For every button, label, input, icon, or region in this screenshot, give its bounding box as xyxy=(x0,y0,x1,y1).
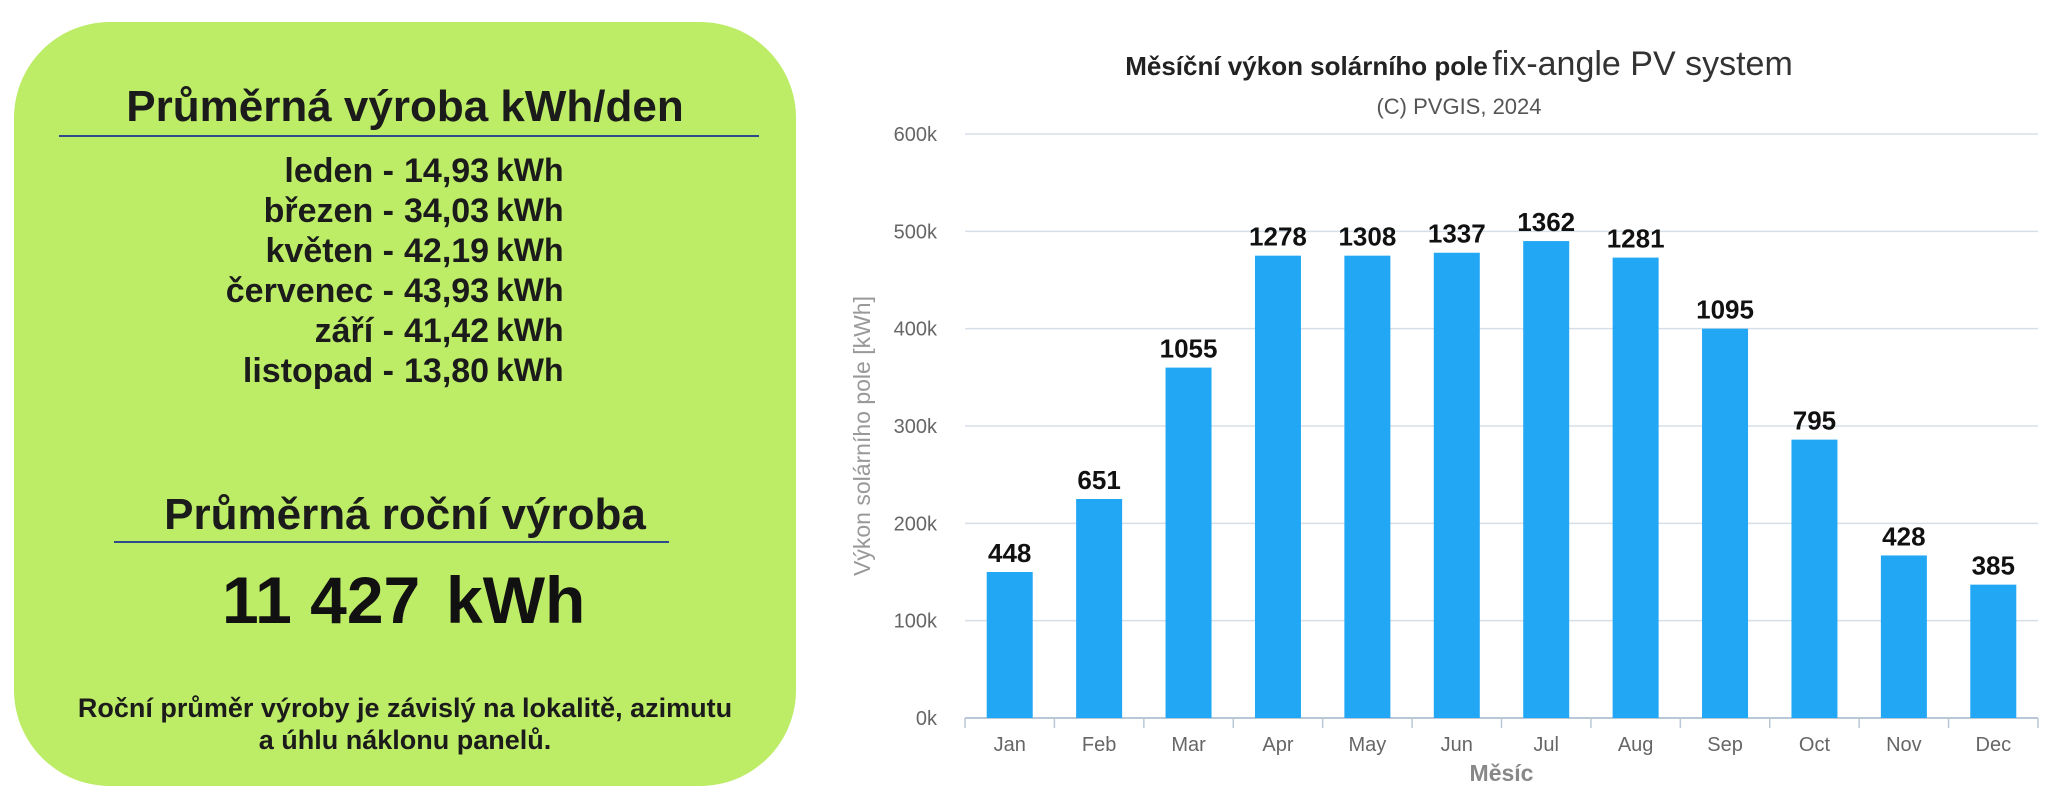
bar xyxy=(986,572,1033,718)
bar xyxy=(1880,555,1927,718)
row-value: 43,93 xyxy=(404,272,490,310)
bar xyxy=(1970,584,2017,718)
chart-subtitle: (C) PVGIS, 2024 xyxy=(1376,94,1542,119)
data-label: 428 xyxy=(1882,521,1925,551)
daily-production-card: Průměrná výroba kWh/den leden - 14,93 kW… xyxy=(14,22,796,786)
bar xyxy=(1702,328,1749,718)
row-month: květen - xyxy=(265,232,395,270)
row-month: červenec - xyxy=(225,272,394,310)
row-unit: kWh xyxy=(496,152,564,188)
row-value: 41,42 xyxy=(404,312,490,350)
row-value: 13,80 xyxy=(404,352,490,390)
bar xyxy=(1433,252,1480,718)
row-month: listopad - xyxy=(242,352,394,390)
row-value: 42,19 xyxy=(404,232,490,270)
note-line-2: a úhlu náklonu panelů. xyxy=(258,725,552,755)
production-note: Roční průměr výroby je závislý na lokali… xyxy=(34,692,776,756)
y-tick-label: 500k xyxy=(894,221,938,243)
y-tick-label: 300k xyxy=(894,416,938,438)
daily-row: březen - 34,03 kWh xyxy=(14,192,796,232)
bar xyxy=(1791,439,1838,718)
x-tick-label: Apr xyxy=(1262,734,1293,756)
chart-title: Měsíční výkon solárního pole fix-angle P… xyxy=(850,45,2068,84)
x-tick-label: Oct xyxy=(1799,734,1831,756)
bar xyxy=(1165,367,1212,718)
x-tick-label: May xyxy=(1348,734,1386,756)
x-tick-label: Nov xyxy=(1886,734,1922,756)
daily-row: červenec - 43,93 kWh xyxy=(14,272,796,312)
annual-total-value: 11 427 xyxy=(222,563,421,637)
x-tick-label: Aug xyxy=(1618,734,1654,756)
row-month: leden - xyxy=(284,152,394,190)
x-tick-label: Jan xyxy=(994,734,1026,756)
row-unit: kWh xyxy=(496,192,564,228)
bar xyxy=(1076,499,1123,718)
data-label: 385 xyxy=(1972,551,2015,581)
y-tick-label: 600k xyxy=(894,124,938,146)
data-label: 1055 xyxy=(1160,334,1218,364)
row-unit: kWh xyxy=(496,272,564,308)
chart-title-rest: fix-angle PV system xyxy=(1492,45,1793,83)
y-axis-title: Výkon solárního pole [kWh] xyxy=(849,296,875,576)
data-label: 795 xyxy=(1793,406,1836,436)
bar xyxy=(1254,255,1301,718)
annual-total-unit: kWh xyxy=(446,563,586,637)
data-label: 1281 xyxy=(1607,224,1665,254)
bar xyxy=(1344,255,1391,718)
x-tick-label: Jul xyxy=(1533,734,1559,756)
note-line-1: Roční průměr výroby je závislý na lokali… xyxy=(77,693,733,723)
x-tick-label: Dec xyxy=(1976,734,2012,756)
data-label: 1308 xyxy=(1338,222,1396,252)
y-tick-label: 0k xyxy=(916,708,938,730)
annual-divider xyxy=(114,541,669,543)
y-tick-label: 100k xyxy=(894,611,938,633)
data-label: 651 xyxy=(1077,465,1120,495)
daily-row: září - 41,42 kWh xyxy=(14,312,796,352)
x-tick-label: Mar xyxy=(1171,734,1206,756)
row-value: 14,93 xyxy=(404,152,490,190)
daily-heading: Průměrná výroba kWh/den xyxy=(126,82,684,131)
row-value: 34,03 xyxy=(404,192,490,230)
chart-title-bold: Měsíční výkon solárního pole xyxy=(1125,51,1488,81)
y-tick-label: 400k xyxy=(894,319,938,341)
row-unit: kWh xyxy=(496,312,564,348)
x-tick-label: Jun xyxy=(1441,734,1473,756)
annual-heading: Průměrná roční výroba xyxy=(164,490,646,539)
x-tick-label: Sep xyxy=(1707,734,1743,756)
x-axis-title: Měsíc xyxy=(1470,760,1534,786)
bar xyxy=(1612,257,1659,718)
row-unit: kWh xyxy=(496,352,564,388)
data-label: 1278 xyxy=(1249,222,1307,252)
data-label: 1362 xyxy=(1517,207,1575,237)
daily-row: květen - 42,19 kWh xyxy=(14,232,796,272)
y-tick-label: 200k xyxy=(894,513,938,535)
daily-row: leden - 14,93 kWh xyxy=(14,152,796,192)
bar xyxy=(1523,241,1570,719)
row-month: září - xyxy=(314,312,394,350)
row-month: březen - xyxy=(263,192,394,230)
data-label: 1095 xyxy=(1696,295,1754,325)
row-unit: kWh xyxy=(496,232,564,268)
data-label: 448 xyxy=(988,538,1031,568)
heading-divider xyxy=(59,135,759,137)
daily-row: listopad - 13,80 kWh xyxy=(14,352,796,392)
x-tick-label: Feb xyxy=(1082,734,1116,756)
data-label: 1337 xyxy=(1428,219,1486,249)
